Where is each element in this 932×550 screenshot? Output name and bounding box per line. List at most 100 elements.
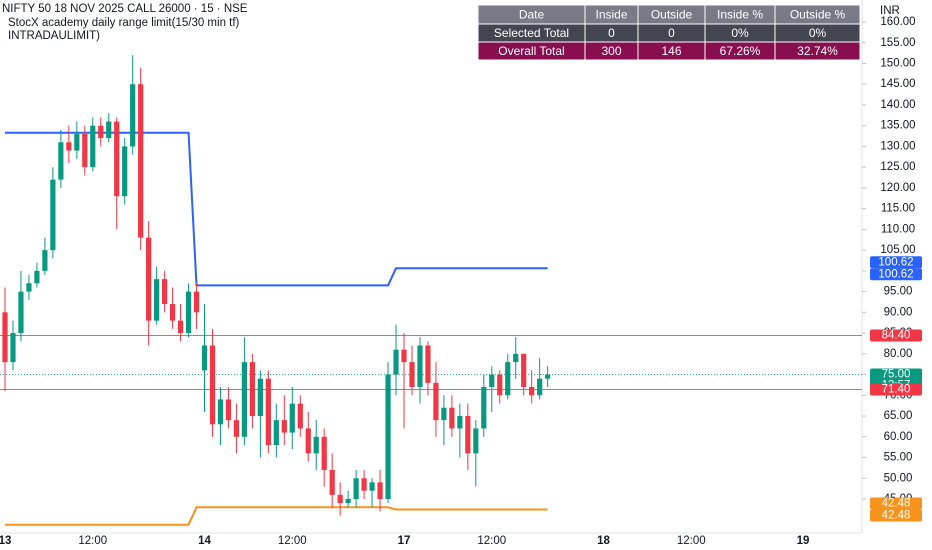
y-tick-label: 110.00 bbox=[881, 223, 915, 235]
candle-body bbox=[42, 250, 48, 271]
chart-title: NIFTY 50 18 NOV 2025 CALL 26000 · 15 · N… bbox=[2, 3, 248, 15]
candle-body bbox=[361, 478, 367, 491]
candle-body bbox=[393, 349, 399, 375]
table-text: Outside % bbox=[790, 8, 846, 22]
candle-body bbox=[34, 270, 40, 284]
candle-body bbox=[106, 121, 112, 139]
candle-body bbox=[489, 374, 495, 387]
candle-body bbox=[2, 312, 8, 363]
x-tick-label: 18 bbox=[597, 535, 610, 547]
table-text: 0% bbox=[809, 26, 827, 40]
table-text: 0 bbox=[608, 26, 615, 40]
candle-body bbox=[521, 353, 527, 387]
x-tick-label: 19 bbox=[797, 535, 810, 547]
candle-body bbox=[201, 345, 208, 371]
candle-body bbox=[122, 146, 128, 197]
candle-body bbox=[66, 142, 72, 151]
candle-body bbox=[225, 399, 232, 421]
candle-body bbox=[154, 279, 160, 321]
candle-body bbox=[130, 84, 136, 147]
price-tag bbox=[870, 497, 922, 510]
candle-body bbox=[162, 279, 168, 305]
range-line bbox=[5, 506, 548, 526]
candle-body bbox=[265, 378, 271, 446]
price-tag bbox=[870, 256, 922, 269]
candle-body bbox=[345, 498, 351, 504]
indicator-name: StocX academy daily range limit(15/30 mi… bbox=[8, 17, 240, 29]
candle-body bbox=[233, 420, 240, 437]
price-tag-label: 42.48 bbox=[882, 497, 911, 509]
candle-body bbox=[193, 291, 200, 313]
candle-body bbox=[257, 378, 263, 417]
x-tick-label: 14 bbox=[198, 535, 211, 547]
stats-table: Date Inside Outside Inside % Outside % Select… bbox=[477, 4, 861, 61]
candle-body bbox=[10, 333, 16, 363]
price-tag bbox=[870, 329, 922, 342]
y-tick-label: 120.00 bbox=[880, 182, 915, 194]
candle-body bbox=[417, 345, 423, 387]
table-text: Selected Total bbox=[494, 26, 569, 40]
price-tag bbox=[870, 268, 922, 281]
y-tick-label: 130.00 bbox=[880, 140, 915, 152]
candle-body bbox=[146, 237, 152, 321]
x-tick-label: 13 bbox=[0, 535, 11, 547]
table-text: 0 bbox=[668, 26, 675, 40]
candle-body bbox=[74, 133, 80, 151]
y-tick-label: 95.00 bbox=[884, 286, 913, 298]
y-tick-label: 145.00 bbox=[880, 78, 915, 90]
candle-body bbox=[377, 482, 383, 499]
candle-body bbox=[457, 416, 463, 429]
candle-body bbox=[329, 469, 335, 495]
candle-body bbox=[473, 428, 479, 454]
candle-body bbox=[138, 84, 144, 238]
y-tick-label: 55.00 bbox=[884, 452, 913, 464]
x-tick-label: 12:00 bbox=[677, 535, 706, 547]
table-text: 32.74% bbox=[797, 44, 838, 58]
table-text: 300 bbox=[601, 44, 621, 58]
candle-body bbox=[401, 349, 407, 363]
candle-body bbox=[465, 416, 471, 454]
candle-body bbox=[241, 362, 247, 437]
indicator-name: INTRADAULIMIT) bbox=[8, 30, 100, 42]
candle-body bbox=[281, 420, 287, 433]
candle-body bbox=[58, 142, 64, 180]
table-text: Date bbox=[519, 8, 545, 22]
candle-body bbox=[529, 386, 535, 396]
y-tick-label: 105.00 bbox=[880, 244, 915, 256]
candle-body bbox=[545, 374, 551, 379]
candle-body bbox=[217, 399, 224, 425]
candle-body bbox=[273, 420, 279, 446]
y-tick-label: 50.00 bbox=[884, 472, 913, 484]
currency: INR bbox=[880, 5, 900, 17]
candle-body bbox=[449, 407, 455, 429]
y-tick-label: 160.00 bbox=[880, 16, 915, 28]
candle-body bbox=[513, 353, 519, 363]
table-text: Inside bbox=[595, 8, 627, 22]
candle-body bbox=[98, 125, 104, 139]
x-tick-label: 17 bbox=[398, 535, 411, 547]
candle-body bbox=[26, 283, 32, 292]
price-tag-label: 75.00 bbox=[882, 369, 911, 381]
candle-body bbox=[385, 374, 391, 499]
price-tag-label: 84.40 bbox=[882, 330, 911, 342]
candle-body bbox=[209, 345, 216, 425]
y-tick-label: 150.00 bbox=[880, 57, 915, 69]
candle-body bbox=[297, 403, 303, 429]
candle-body bbox=[537, 378, 543, 396]
table-text: 67.26% bbox=[720, 44, 761, 58]
candle-body bbox=[305, 428, 311, 454]
table-text: 0% bbox=[731, 26, 749, 40]
x-tick-label: 12:00 bbox=[78, 535, 107, 547]
candle-body bbox=[82, 133, 88, 168]
price-axis: 160.00 155.00 150.00 145.00 140.00 135.00 130.… bbox=[862, 16, 922, 521]
candle-body bbox=[425, 345, 431, 383]
price-tag bbox=[870, 509, 922, 522]
candle-body bbox=[369, 482, 375, 491]
candle-body bbox=[177, 320, 184, 334]
table-cell bbox=[774, 41, 861, 61]
y-tick-label: 135.00 bbox=[880, 120, 915, 132]
price-tag-label: 71.40 bbox=[882, 384, 911, 396]
candle-body bbox=[505, 362, 511, 396]
y-tick-label: 140.00 bbox=[880, 99, 915, 111]
